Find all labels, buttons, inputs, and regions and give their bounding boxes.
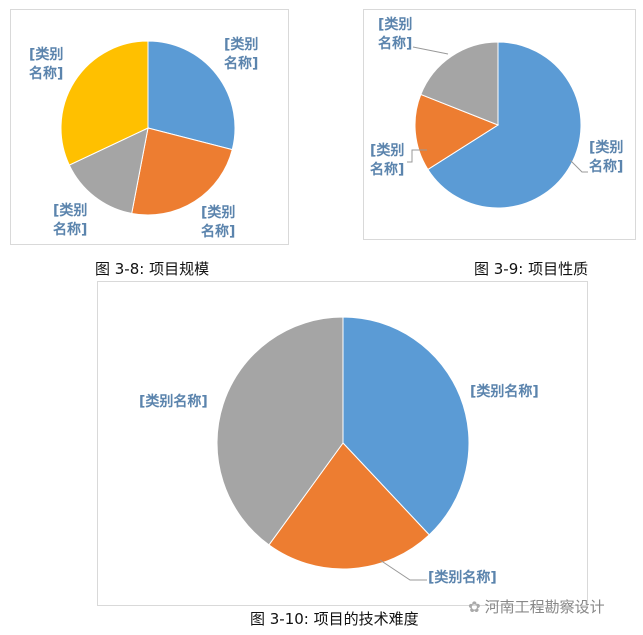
pie-slice-3 [68,127,149,215]
pie-slice-3 [420,41,499,126]
pie-slice-3 [216,316,344,546]
data-label: [类别名称] [378,17,413,52]
data-label: [类别名称] [589,140,624,175]
data-label: [类别名称] [224,37,259,72]
pie-slice-2 [131,127,233,216]
data-label: [类别名称] [201,205,236,240]
leader-line [412,46,449,55]
pie-chart-project-nature [414,41,582,209]
data-label: [类别名称] [53,203,88,238]
pie-slice-1 [427,41,582,209]
leader-line [569,159,588,173]
wechat-icon: ✿ [468,598,481,616]
data-label: [类别名称] [428,570,497,586]
leader-line [407,149,427,163]
pie-slice-1 [342,316,470,536]
pie-slice-2 [414,93,500,171]
pie-chart-project-scale [60,40,236,216]
watermark-text: 河南工程勘察设计 [484,598,605,616]
data-label: [类别名称] [29,47,64,82]
data-label: [类别名称] [470,384,539,400]
caption-figure-3-8: 图 3-8: 项目规模 [95,260,210,278]
pie-slice-4 [60,40,149,166]
leader-line [379,559,427,581]
caption-figure-3-10: 图 3-10: 项目的技术难度 [250,610,419,628]
data-label: [类别名称] [139,394,208,410]
pie-slice-2 [268,442,430,570]
data-label: [类别名称] [370,143,405,178]
caption-figure-3-9: 图 3-9: 项目性质 [474,260,589,278]
pie-chart-technical-difficulty [216,316,470,570]
watermark: ✿ 河南工程勘察设计 [468,596,605,617]
pie-slice-1 [147,40,236,151]
